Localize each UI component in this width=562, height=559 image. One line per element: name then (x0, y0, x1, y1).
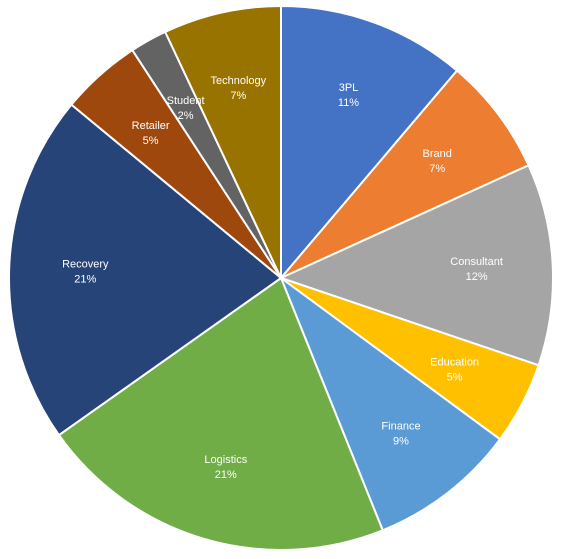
slice-label-retailer: Retailer (132, 120, 170, 132)
slice-label-technology: Technology (210, 75, 266, 87)
slice-label-brand: Brand (423, 148, 452, 160)
pie-slice-3pl (280, 4, 459, 281)
pie-labels: 3PL 11% Brand 7% Consultant 12% Education 5% Fin… (62, 75, 503, 481)
slice-percent-consultant: 12% (466, 271, 488, 283)
slice-percent-retailer: 5% (143, 135, 159, 147)
pie-slice-finance (278, 275, 502, 532)
slice-label-student: Student (167, 95, 205, 107)
slice-label-3pl: 3PL (339, 82, 359, 94)
slice-label-finance: Finance (381, 421, 420, 433)
pie-slice-technology (163, 4, 282, 279)
slice-label-recovery: Recovery (62, 259, 109, 271)
slice-percent-brand: 7% (429, 163, 445, 175)
slice-percent-technology: 7% (230, 90, 246, 102)
pie-slice-consultant (278, 163, 554, 367)
slice-label-logistics: Logistics (204, 454, 247, 466)
slice-percent-finance: 9% (393, 436, 409, 448)
slice-percent-3pl: 11% (338, 97, 359, 109)
pie-slice-brand (280, 69, 530, 279)
slice-label-education: Education (430, 357, 479, 369)
slice-percent-recovery: 21% (74, 274, 96, 286)
slice-percent-education: 5% (447, 372, 463, 384)
slice-percent-student: 2% (178, 110, 194, 122)
pie-slice-logistics (57, 276, 385, 551)
slice-percent-logistics: 21% (215, 469, 237, 481)
pie-slice-recovery (8, 103, 283, 437)
pie-slices (8, 4, 554, 551)
slice-label-consultant: Consultant (450, 256, 503, 268)
